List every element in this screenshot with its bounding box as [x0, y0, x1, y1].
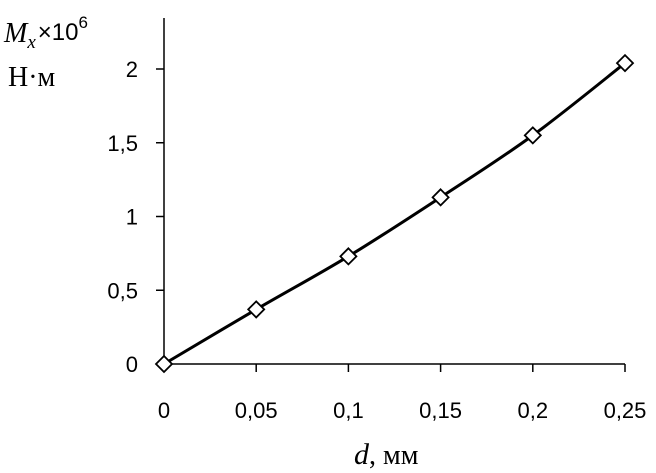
y-tick-label: 1: [126, 205, 138, 230]
x-axis-label: d, мм: [354, 438, 419, 471]
x-tick-label: 0,1: [333, 398, 364, 423]
y-axis-symbol: M: [3, 18, 29, 49]
marker-group: [154, 53, 635, 374]
y-tick-label: 2: [126, 57, 138, 82]
x-tick-label: 0,25: [604, 398, 647, 423]
x-tick-label: 0,15: [419, 398, 462, 423]
axes: [156, 18, 626, 372]
data-point-marker: [523, 126, 543, 145]
y-axis-subscript: x: [26, 32, 36, 53]
y-tick-labels: 0 0,5 1 1,5 2: [107, 57, 138, 377]
x-axis-unit: , мм: [369, 440, 419, 471]
data-point-marker: [246, 300, 266, 319]
data-point-marker: [615, 53, 635, 73]
y-axis-label: Mx×106: [3, 13, 88, 53]
x-tick-label: 0,2: [518, 398, 549, 423]
y-tick-label: 0: [126, 352, 138, 377]
data-point-marker: [431, 188, 450, 207]
x-tick-label: 0,05: [235, 398, 278, 423]
y-axis-unit: Н·м: [8, 62, 56, 93]
y-axis-exponent: 6: [78, 13, 87, 32]
data-point-marker: [339, 247, 358, 266]
series-line: [163, 61, 626, 366]
y-axis-multiplier: ×10: [38, 19, 79, 46]
y-tick-label: 1,5: [107, 131, 138, 156]
x-tick-labels: 0 0,05 0,1 0,15 0,2 0,25: [158, 398, 647, 423]
x-axis-symbol: d: [354, 438, 370, 471]
y-tick-label: 0,5: [107, 278, 138, 303]
series-line-group: [163, 61, 626, 366]
x-tick-label: 0: [158, 398, 170, 423]
data-point-marker: [154, 354, 174, 374]
